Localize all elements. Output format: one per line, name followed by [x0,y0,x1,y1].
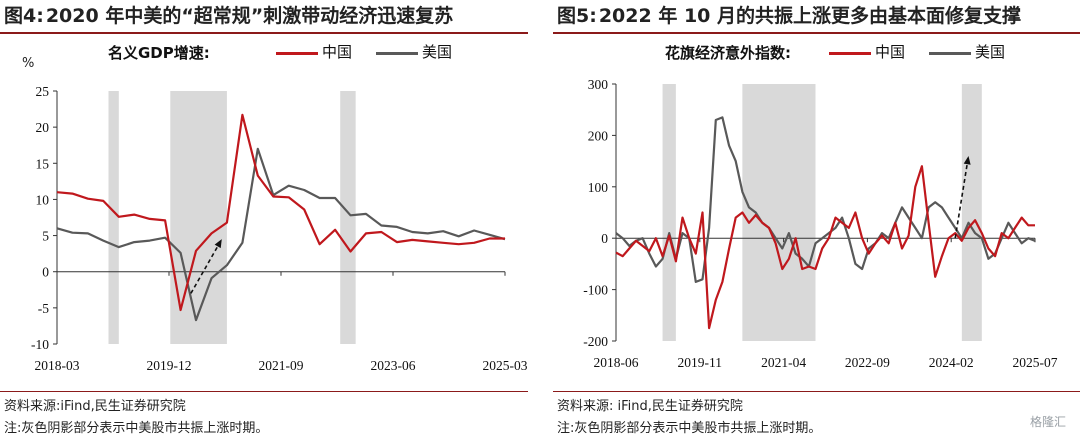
right-figure-title: 图5: 2022 年 10 月的共振上涨更多由基本面修复支撑 [553,0,1080,34]
right-shaded-periods [662,84,982,341]
right-y-tick-labels: -200 -100 0 100 200 300 [583,77,616,349]
left-line-chart: -10 -5 0 5 10 15 20 25 2018-03 2019-12 2021-09 2023… [31,84,528,373]
left-y-unit: % [22,56,35,71]
left-legend-china-label: 中国 [322,43,353,61]
left-figure-title: 图4: 2020 年中美的“超常规”刺激带动经济迅速复苏 [0,0,528,34]
right-chart-subtitle: 花旗经济意外指数: [665,44,791,62]
right-legend-us-label: 美国 [975,43,1006,61]
left-chart-panel: 图4: 2020 年中美的“超常规”刺激带动经济迅速复苏 名义GDP增速: 中国 … [0,0,528,441]
right-y-tick-label: -200 [583,334,608,349]
left-figure-number: 图4: [4,5,44,27]
left-x-tick-label: 2019-12 [147,358,192,373]
left-series-line-china [56,113,505,312]
left-footer-rule [0,391,528,392]
right-note-text: 注:灰色阴影部分表示中美股市共振上涨时期。 [557,421,822,436]
left-x-tick-label: 2021-09 [259,358,304,373]
left-series-line-us [56,147,506,322]
right-x-tick-label: 2024-02 [929,355,974,370]
left-shade-band-1 [170,91,227,344]
left-x-tick-label: 2018-03 [35,358,80,373]
left-y-tick-label: -10 [31,337,49,352]
left-y-tick-label: 15 [36,156,50,171]
left-legend-us-label: 美国 [422,43,453,61]
right-y-tick-label: 100 [588,180,609,195]
left-y-tick-label: 5 [42,229,49,244]
right-figure-number: 图5: [557,5,597,27]
right-series-line-us [615,116,1036,283]
right-trend-arrow-head [963,155,971,165]
right-x-tick-label: 2018-06 [594,355,639,370]
right-source-text: 资料来源: iFind,民生证券研究院 [557,399,743,414]
left-source-text: 资料来源:iFind,民生证券研究院 [4,399,186,414]
left-trend-arrow-head [214,239,222,249]
left-legend-us-swatch [376,52,418,55]
left-y-tick-label: 25 [36,84,50,99]
left-y-tick-labels: -10 -5 0 5 10 15 20 25 [31,84,57,352]
right-y-tick-label: 0 [601,231,608,246]
right-series-line-china [615,165,1035,330]
left-x-tick-label: 2023-06 [371,358,416,373]
right-chart-panel: 图5: 2022 年 10 月的共振上涨更多由基本面修复支撑 花旗经济意外指数: … [553,0,1080,441]
left-note-text: 注:灰色阴影部分表示中美股市共振上涨时期。 [4,421,269,436]
watermark-logo: 格隆汇 [1029,415,1066,429]
right-y-tick-label: 300 [588,77,609,92]
left-x-tick-label: 2025-03 [483,358,528,373]
right-figure-title-text: 2022 年 10 月的共振上涨更多由基本面修复支撑 [598,5,1021,27]
right-x-tick-labels: 2018-06 2019-11 2021-04 2022-09 2024-02 2025-… [594,238,1058,370]
left-y-tick-label: 10 [36,192,50,207]
left-figure-title-text: 2020 年中美的“超常规”刺激带动经济迅速复苏 [45,5,454,27]
left-y-tick-label: 20 [36,120,50,135]
left-x-tick-labels: 2018-03 2019-12 2021-09 2023-06 2025-03 [35,271,528,373]
right-x-tick-label: 2025-07 [1013,355,1058,370]
right-x-tick-label: 2021-04 [761,355,806,370]
left-y-tick-label: -5 [38,301,49,316]
right-legend-china-label: 中国 [875,43,906,61]
right-y-tick-label: -100 [583,283,608,298]
right-legend-china-swatch [829,52,871,55]
left-shade-band-2 [340,91,356,344]
left-shade-band-0 [108,91,119,344]
right-x-tick-label: 2019-11 [678,355,723,370]
right-shade-band-2 [961,84,982,341]
left-y-tick-label: 0 [42,265,49,280]
left-trend-arrow-shaft [190,238,223,294]
right-footer-rule [553,391,1080,392]
right-x-tick-label: 2022-09 [845,355,890,370]
left-chart-subtitle: 名义GDP增速: [108,44,210,62]
right-shade-band-0 [662,84,676,341]
right-legend-us-swatch [929,52,971,55]
left-legend-china-swatch [276,52,318,55]
right-y-tick-label: 200 [588,128,609,143]
right-shade-band-1 [742,84,816,341]
